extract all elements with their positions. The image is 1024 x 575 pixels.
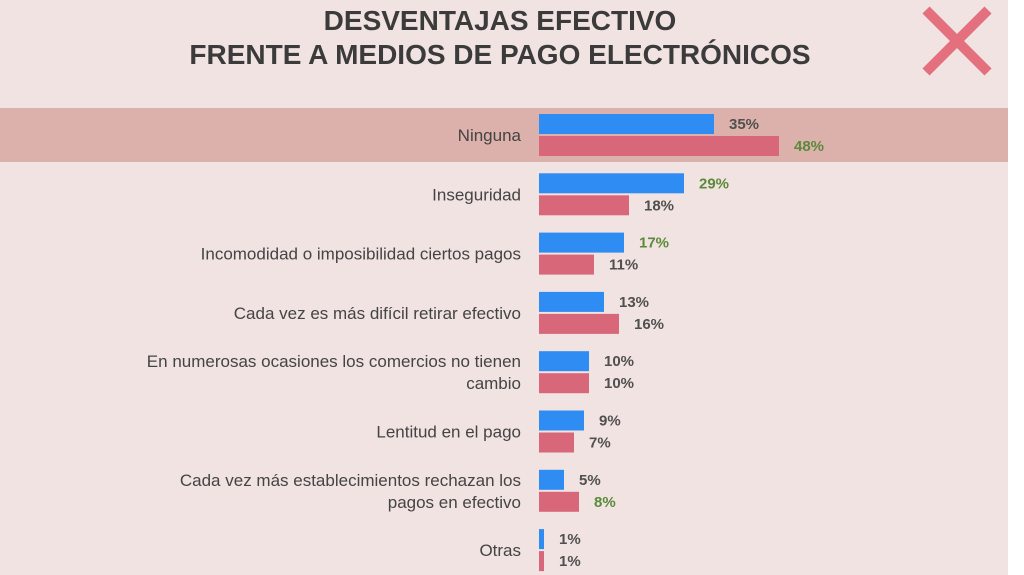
close-x-icon: [922, 6, 992, 76]
bar-blue: [539, 232, 624, 253]
bar-blue: [539, 529, 544, 550]
category-label: En numerosas ocasiones los comercios no …: [147, 352, 521, 371]
value-label: 9%: [599, 413, 621, 430]
value-label: 10%: [604, 375, 634, 392]
category-label: pagos en efectivo: [388, 493, 521, 512]
value-label: 5%: [579, 472, 601, 489]
category-label: Cada vez es más difícil retirar efectivo: [234, 304, 521, 323]
value-label: 48%: [794, 138, 824, 155]
category-label: Ninguna: [458, 126, 522, 145]
value-label: 1%: [559, 553, 581, 570]
category-label: Otras: [479, 541, 521, 560]
bar-red: [539, 432, 574, 453]
bar-blue: [539, 351, 589, 372]
value-label: 13%: [619, 294, 649, 311]
category-label: Inseguridad: [432, 185, 521, 204]
bar-blue: [539, 410, 584, 431]
value-label: 18%: [644, 197, 674, 214]
title-line-1: DESVENTAJAS EFECTIVO: [323, 5, 677, 36]
highlighted-row-band: [0, 108, 1008, 162]
bar-red: [539, 373, 589, 394]
bar-blue: [539, 469, 564, 490]
value-label: 10%: [604, 353, 634, 370]
category-label: Cada vez más establecimientos rechazan l…: [180, 471, 521, 490]
chart-title: DESVENTAJAS EFECTIVO FRENTE A MEDIOS DE …: [0, 4, 1000, 72]
value-label: 35%: [729, 116, 759, 133]
bar-blue: [539, 173, 684, 194]
value-label: 17%: [639, 235, 669, 252]
category-label: Lentitud en el pago: [376, 423, 521, 442]
bar-red: [539, 136, 779, 156]
bar-red: [539, 313, 619, 334]
title-line-2: FRENTE A MEDIOS DE PAGO ELECTRÓNICOS: [189, 39, 811, 70]
bar-red: [539, 195, 629, 216]
bar-red: [539, 491, 579, 512]
value-label: 1%: [559, 531, 581, 548]
right-edge-strip: [1008, 0, 1024, 575]
value-label: 11%: [609, 257, 638, 274]
category-label: cambio: [466, 374, 521, 393]
bar-blue: [539, 114, 714, 134]
bar-red: [539, 551, 544, 572]
value-label: 8%: [594, 494, 616, 511]
value-label: 29%: [699, 175, 729, 192]
bar-blue: [539, 291, 604, 312]
value-label: 16%: [634, 316, 664, 333]
category-label: Incomodidad o imposibilidad ciertos pago…: [201, 245, 521, 264]
value-label: 7%: [589, 435, 611, 452]
bar-red: [539, 254, 594, 275]
